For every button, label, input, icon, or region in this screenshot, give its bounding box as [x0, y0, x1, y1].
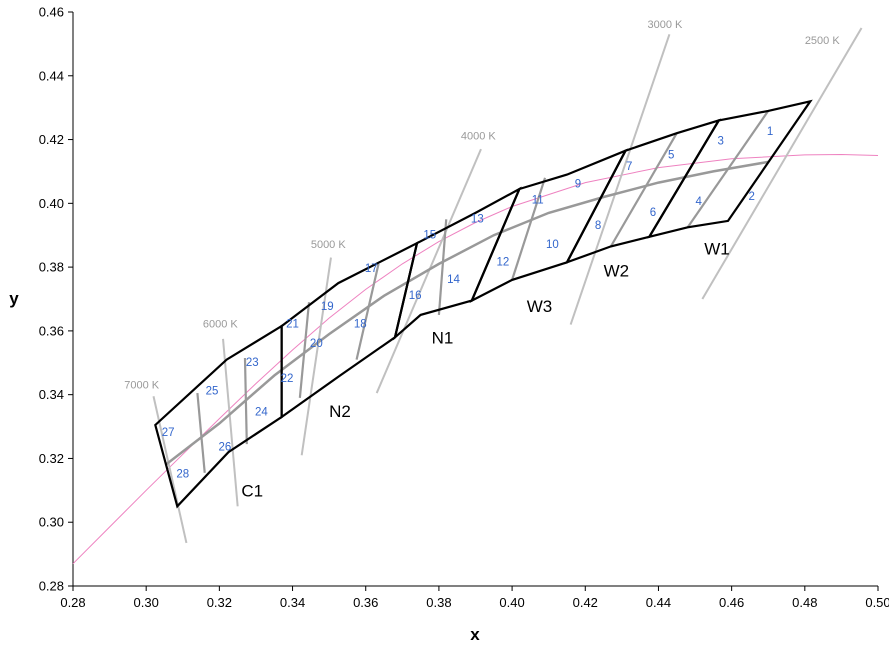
- bin-number-label: 4: [696, 196, 703, 208]
- group-label: C1: [241, 482, 263, 501]
- x-tick-label: 0.44: [646, 595, 671, 610]
- bin-divider-line: [511, 177, 547, 281]
- y-tick-label: 0.40: [39, 196, 64, 211]
- bin-number-label: 24: [255, 406, 268, 418]
- planckian-locus-layer: [72, 153, 879, 565]
- group-label: W3: [527, 297, 553, 316]
- cct-label: 3000 K: [647, 19, 683, 31]
- bin-number-label: 17: [365, 263, 378, 275]
- x-tick-label: 0.32: [207, 595, 232, 610]
- group-polygon-layer: [154, 99, 813, 509]
- bin-number-label: 13: [471, 213, 484, 225]
- isotherm-line: [569, 33, 671, 325]
- group-label: N2: [329, 402, 351, 421]
- y-tick-label: 0.34: [39, 387, 64, 402]
- cct-label: 4000 K: [461, 131, 497, 143]
- y-tick-label: 0.32: [39, 451, 64, 466]
- group-label: W1: [704, 239, 730, 258]
- bin-number-label: 27: [162, 427, 175, 439]
- bin-number-label: 1: [767, 126, 773, 138]
- bin-number-label: 22: [281, 373, 294, 385]
- bin-number-label: 16: [409, 290, 422, 302]
- bin-divider-line: [686, 110, 770, 228]
- x-axis-title: x: [470, 625, 480, 644]
- y-tick-label: 0.36: [39, 323, 64, 338]
- bin-number-label: 23: [246, 357, 259, 369]
- x-tick-label: 0.40: [499, 595, 524, 610]
- bin-divider-line: [298, 302, 311, 398]
- bin-number-label: 11: [532, 194, 544, 206]
- x-tick-label: 0.36: [353, 595, 378, 610]
- bin-divider-line: [196, 392, 206, 473]
- bin-number-label: 20: [310, 338, 323, 350]
- planckian-locus-line: [72, 153, 879, 565]
- bin-divider-layer: [196, 110, 770, 473]
- bin-number-label: 7: [626, 161, 632, 173]
- bin-divider-line: [437, 219, 448, 316]
- bin-number-label: 18: [354, 319, 367, 331]
- bin-divider-line: [355, 263, 380, 360]
- isotherm-line: [222, 338, 239, 507]
- bin-number-label: 14: [447, 274, 460, 286]
- bin-number-label: 6: [650, 207, 656, 219]
- x-tick-label: 0.46: [719, 595, 744, 610]
- cct-label: 7000 K: [124, 379, 160, 391]
- isotherm-line: [300, 257, 332, 456]
- group-polygon: [647, 99, 813, 239]
- bin-number-label: 8: [595, 220, 601, 232]
- y-tick-label: 0.44: [39, 68, 64, 83]
- cct-label: 5000 K: [311, 239, 347, 251]
- label-layer: 7000 K 6000 K 5000 K 4000 K 3000 K 2500 K C1 N2…: [124, 19, 840, 501]
- y-axis-title: y: [9, 289, 19, 308]
- x-tick-label: 0.38: [426, 595, 451, 610]
- bin-number-label: 21: [286, 319, 299, 331]
- bin-number-label: 10: [546, 239, 559, 251]
- y-tick-label: 0.38: [39, 260, 64, 275]
- cct-label: 2500 K: [805, 35, 841, 47]
- group-polygon: [469, 148, 628, 303]
- x-tick-label: 0.30: [134, 595, 159, 610]
- bin-number-label: 9: [575, 178, 581, 190]
- cct-label: 6000 K: [203, 319, 239, 331]
- bin-number-label: 12: [497, 257, 510, 269]
- x-tick-label: 0.34: [280, 595, 305, 610]
- bin-number-label: 26: [218, 441, 231, 453]
- y-tick-label: 0.42: [39, 132, 64, 147]
- y-tick-label: 0.28: [39, 579, 64, 594]
- bin-number-label: 15: [423, 229, 436, 241]
- x-tick-label: 0.48: [792, 595, 817, 610]
- bin-number-label: 25: [206, 386, 219, 398]
- bin-number-label: 28: [176, 469, 189, 481]
- bin-number-label: 2: [749, 191, 755, 203]
- y-tick-label: 0.46: [39, 5, 64, 20]
- group-label: N1: [432, 329, 454, 348]
- group-label: W2: [604, 262, 630, 281]
- bin-number-label: 5: [668, 150, 674, 162]
- center-curve-line: [165, 160, 769, 466]
- isotherm-line: [701, 27, 863, 300]
- axis-ticks: 0.28 0.30 0.32 0.34 0.36 0.38 0.40 0.42 0.44 0.46…: [39, 5, 889, 611]
- x-tick-label: 0.42: [573, 595, 598, 610]
- bin-number-label: 19: [321, 301, 334, 313]
- x-tick-label: 0.50: [865, 595, 889, 610]
- bin-divider-line: [609, 132, 678, 247]
- y-tick-label: 0.30: [39, 515, 64, 530]
- x-tick-label: 0.28: [60, 595, 85, 610]
- isotherm-layer: [152, 27, 863, 544]
- center-curve-layer: [165, 160, 769, 466]
- bin-number-label: 3: [717, 135, 723, 147]
- plot-frame: [72, 12, 878, 587]
- bin-divider-line: [243, 357, 248, 445]
